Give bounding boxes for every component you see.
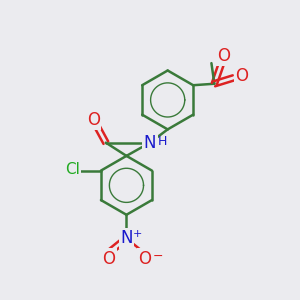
Text: N: N <box>144 134 156 152</box>
Text: O: O <box>102 250 115 268</box>
Text: H: H <box>158 135 168 148</box>
Text: O: O <box>138 250 151 268</box>
Text: O: O <box>235 68 248 85</box>
Text: O: O <box>217 47 230 65</box>
Text: Cl: Cl <box>65 162 80 177</box>
Text: −: − <box>153 250 164 262</box>
Text: N: N <box>120 229 133 247</box>
Text: +: + <box>133 229 142 239</box>
Text: O: O <box>87 111 100 129</box>
